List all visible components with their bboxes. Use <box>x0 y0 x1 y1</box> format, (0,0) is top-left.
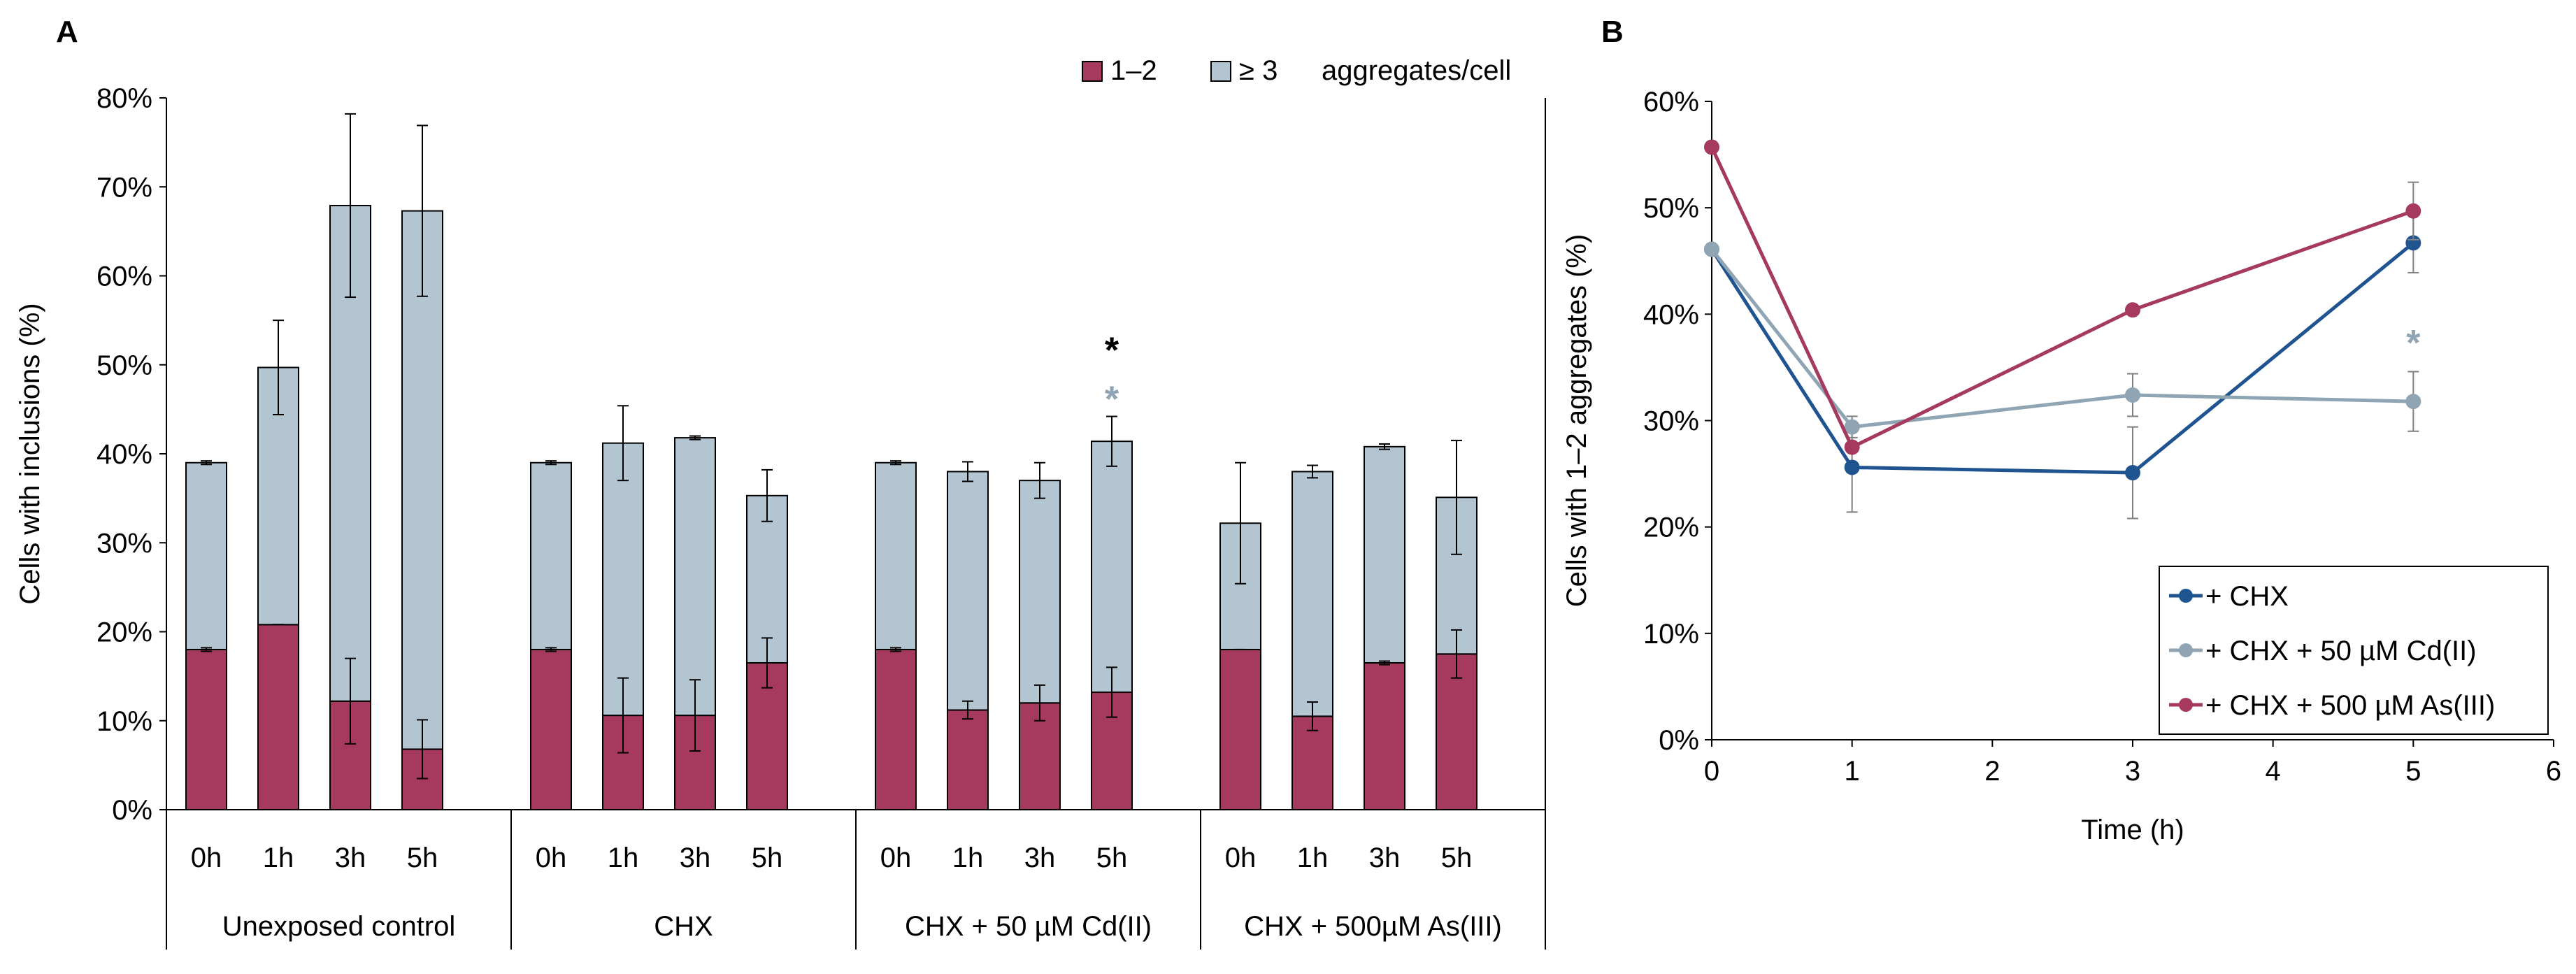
y-tick-label: 10% <box>96 706 152 737</box>
x-tick-label: 0h <box>1225 843 1257 873</box>
y-tick-label: 50% <box>1643 193 1699 224</box>
legend-marker <box>2179 589 2193 603</box>
series-line <box>1710 146 2414 450</box>
bar-segment-1-2 <box>1219 648 1261 811</box>
bar-segment-1-2 <box>257 624 299 810</box>
x-tick-label: 1 <box>1845 756 1860 787</box>
y-tick-label: 70% <box>96 172 152 203</box>
x-tick-label: 5h <box>407 843 438 873</box>
bar-segment-ge3 <box>401 210 443 750</box>
x-tick-label: 3h <box>1369 843 1401 873</box>
series-line <box>1710 241 2414 475</box>
series-point <box>1704 241 1719 257</box>
legend-swatch-ge3 <box>1210 61 1231 82</box>
x-tick-label: 3 <box>2125 756 2140 787</box>
bar-segment-1-2 <box>185 648 227 811</box>
x-tick-label: 0 <box>1704 756 1719 787</box>
legend-label: + CHX + 500 µM As(III) <box>2205 690 2495 721</box>
y-tick-label: 10% <box>1643 619 1699 650</box>
series-point <box>2125 387 2140 403</box>
bar-segment-ge3 <box>185 461 227 650</box>
series-point <box>1844 459 1860 475</box>
series-point <box>1844 439 1860 455</box>
group-label: CHX + 500µM As(III) <box>1244 911 1502 942</box>
x-tick-label: 5h <box>752 843 783 873</box>
bar-segment-ge3 <box>1364 445 1405 664</box>
y-tick-label: 20% <box>96 617 152 648</box>
legend-label: + CHX + 50 µM Cd(II) <box>2205 636 2477 666</box>
x-tick-label: 5 <box>2405 756 2421 787</box>
y-tick-label: 20% <box>1643 513 1699 543</box>
x-tick-label: 5h <box>1441 843 1473 873</box>
legend-marker <box>2179 643 2193 657</box>
y-tick-label: 60% <box>96 262 152 292</box>
panel-a-label: A <box>56 15 78 49</box>
legend-label-ge3: ≥ 3 <box>1239 55 1278 86</box>
bar-segment-ge3 <box>1091 441 1133 694</box>
x-axis-label: Time (h) <box>2081 815 2184 845</box>
y-axis-label: Cells with inclusions (%) <box>15 303 45 604</box>
legend-suffix: aggregates/cell <box>1322 55 1511 86</box>
bar-segment-1-2 <box>530 648 572 811</box>
x-tick-label: 3h <box>1024 843 1056 873</box>
x-tick-label: 1h <box>1297 843 1329 873</box>
legend-label-1-2: 1–2 <box>1110 55 1157 86</box>
legend-swatch-1-2 <box>1082 61 1103 82</box>
y-tick-label: 50% <box>96 350 152 381</box>
bar-segment-ge3 <box>602 442 644 717</box>
group-label: Unexposed control <box>222 911 456 942</box>
bar-segment-ge3 <box>947 471 989 711</box>
bar-segment-1-2 <box>947 709 989 810</box>
x-tick-label: 3h <box>335 843 366 873</box>
significance-mark: * <box>1105 330 1119 371</box>
y-tick-label: 80% <box>96 83 152 114</box>
series-point <box>2125 302 2140 318</box>
x-tick-label: 1h <box>263 843 294 873</box>
bar-segment-ge3 <box>746 494 788 664</box>
y-tick-label: 40% <box>96 439 152 470</box>
group-label: CHX <box>654 911 713 942</box>
x-tick-label: 0h <box>536 843 567 873</box>
series-point <box>1704 139 1719 155</box>
y-tick-label: 0% <box>1659 725 1699 756</box>
x-tick-label: 6 <box>2546 756 2561 787</box>
x-tick-label: 1h <box>608 843 639 873</box>
bar-segment-1-2 <box>875 648 917 811</box>
x-tick-label: 5h <box>1096 843 1128 873</box>
x-tick-label: 2 <box>1984 756 2000 787</box>
series-point <box>1844 419 1860 435</box>
bar-segment-1-2 <box>1364 662 1405 810</box>
x-tick-label: 0h <box>880 843 912 873</box>
y-tick-label: 30% <box>96 528 152 559</box>
y-tick-label: 0% <box>112 795 152 826</box>
significance-mark: * <box>2406 323 2421 364</box>
bar-segment-ge3 <box>1291 471 1333 717</box>
group-label: CHX + 50 µM Cd(II) <box>905 911 1152 942</box>
legend-box <box>2159 566 2549 735</box>
x-tick-label: 1h <box>952 843 984 873</box>
y-tick-label: 40% <box>1643 299 1699 330</box>
bar-chart-panel-a: 0% 10% 20% 30% 40% 50% 60% 70% 80% Cells with inc… <box>15 55 1546 950</box>
bar-segment-ge3 <box>530 461 572 650</box>
series-point <box>2405 203 2421 219</box>
panel-b-label: B <box>1601 15 1624 49</box>
series-line <box>1710 248 2414 429</box>
y-tick-label: 60% <box>1643 87 1699 117</box>
y-axis-label: Cells with 1–2 aggregates (%) <box>1561 234 1592 608</box>
bar-segment-ge3 <box>1019 480 1061 704</box>
y-tick-label: 30% <box>1643 406 1699 437</box>
x-tick-label: 0h <box>191 843 222 873</box>
legend-marker <box>2179 698 2193 712</box>
bar-segment-1-2 <box>1291 715 1333 810</box>
bar-segment-ge3 <box>875 461 917 650</box>
series-point <box>2125 465 2140 481</box>
bar-segment-ge3 <box>674 437 716 717</box>
x-tick-label: 4 <box>2266 756 2281 787</box>
series-point <box>2405 394 2421 410</box>
legend-label: + CHX <box>2205 581 2289 612</box>
line-chart-panel-b: 0% 10% 20% 30% 40% 50% 60% 0 1 2 3 4 5 6 Time (h) Cells… <box>1561 87 2561 845</box>
x-tick-label: 3h <box>680 843 711 873</box>
significance-mark: * <box>1105 379 1119 420</box>
